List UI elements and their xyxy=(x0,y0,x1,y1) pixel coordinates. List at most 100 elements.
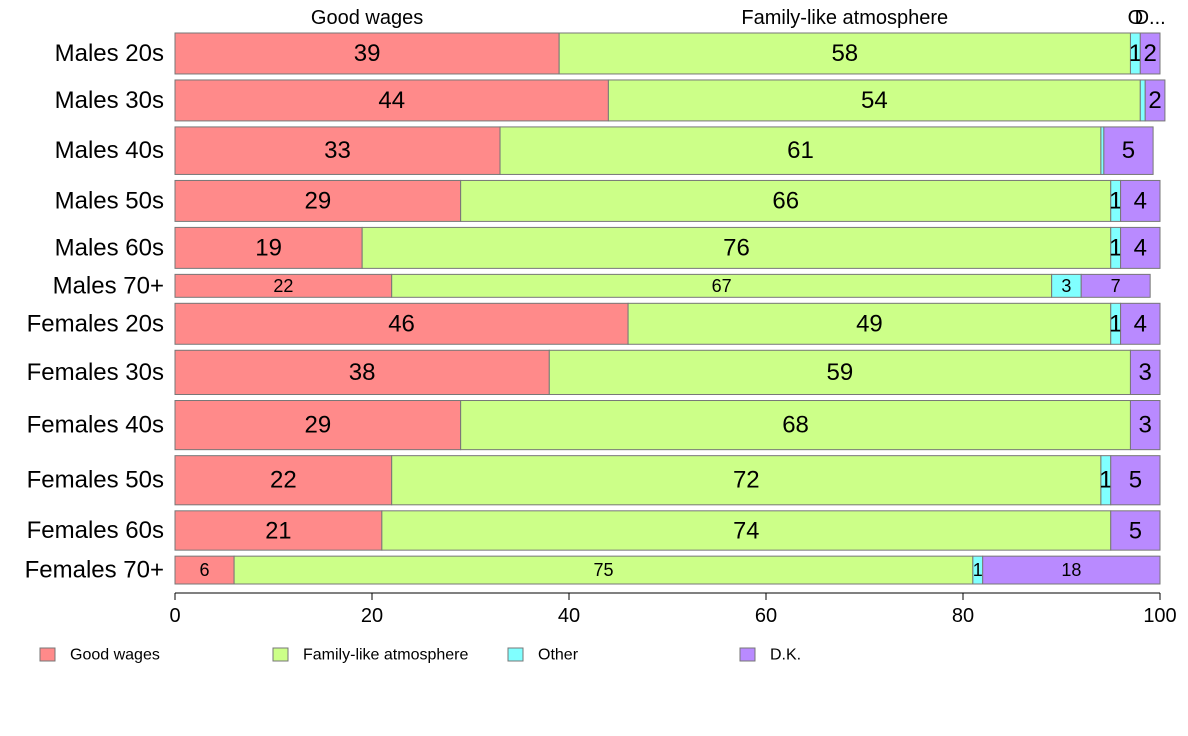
data-label: 33 xyxy=(324,137,351,164)
data-label: 5 xyxy=(1129,467,1142,494)
x-tick-label: 100 xyxy=(1143,605,1176,627)
bar-segment xyxy=(233,555,974,585)
bar-segment xyxy=(361,226,1112,269)
data-label: 18 xyxy=(1061,560,1081,580)
y-axis-labels: Males 20s Males 30s Males 40s Males 50s Male… xyxy=(25,40,164,584)
data-label: 7 xyxy=(1111,276,1121,296)
bar-segment xyxy=(1129,400,1161,451)
data-label: 72 xyxy=(733,467,760,494)
top-category-label: Family-like atmosphere xyxy=(741,7,948,29)
category-label: Females 40s xyxy=(27,412,164,439)
legend-label: Good wages xyxy=(70,647,160,664)
bar-segment xyxy=(174,126,501,175)
category-label: Males 60s xyxy=(55,234,164,261)
bars-area: 39 58 1 244 54 233 61 529 66 1 419 76 1 422 67 3 746 49 1 4… xyxy=(174,32,1166,585)
data-label: 1 xyxy=(1129,40,1142,67)
top-category-label: O xyxy=(1128,7,1144,29)
data-label: 29 xyxy=(304,187,331,214)
bar-segment xyxy=(1120,179,1161,222)
bar-segment xyxy=(627,302,1112,345)
data-label: 22 xyxy=(270,467,297,494)
category-label: Males 30s xyxy=(55,87,164,114)
legend-swatch xyxy=(272,647,289,662)
bar-segment xyxy=(1080,273,1151,298)
data-label: 61 xyxy=(787,137,814,164)
category-label: Females 20s xyxy=(27,310,164,337)
legend-label: Family-like atmosphere xyxy=(303,647,468,664)
bar-segment xyxy=(174,226,363,269)
data-label: 49 xyxy=(856,310,883,337)
data-label: 22 xyxy=(273,276,293,296)
bar-segment xyxy=(174,455,393,506)
bar-segment xyxy=(1139,32,1161,75)
bar-segment xyxy=(174,555,235,585)
data-label: 44 xyxy=(378,87,405,114)
bar-segment xyxy=(982,555,1161,585)
bar-segment xyxy=(1120,302,1161,345)
bar-segment xyxy=(174,349,550,396)
bar-segment xyxy=(174,510,383,551)
bar-segment xyxy=(174,302,629,345)
data-label: 1 xyxy=(973,560,983,580)
bar-segment xyxy=(174,400,462,451)
data-label: 21 xyxy=(265,517,291,543)
data-label: 4 xyxy=(1134,310,1147,337)
data-label: 2 xyxy=(1143,40,1156,67)
legend-swatch xyxy=(39,647,56,662)
data-label: 46 xyxy=(388,310,415,337)
data-label: 66 xyxy=(772,187,799,214)
bar-segment xyxy=(460,400,1131,451)
x-tick-label: 60 xyxy=(755,605,777,627)
bar-segment xyxy=(499,126,1102,175)
data-label: 3 xyxy=(1139,359,1152,386)
data-label: 54 xyxy=(861,87,888,114)
data-label: 67 xyxy=(712,276,732,296)
data-label: 2 xyxy=(1148,87,1161,114)
data-label: 74 xyxy=(733,517,759,543)
bar-segment xyxy=(1110,455,1161,506)
data-label: 1 xyxy=(1109,310,1122,337)
data-label: 4 xyxy=(1134,187,1147,214)
data-label: 1 xyxy=(1099,467,1112,494)
legend-swatch xyxy=(507,647,524,662)
top-category-label: D... xyxy=(1135,7,1166,29)
data-label: 75 xyxy=(593,560,613,580)
bar-segment xyxy=(1120,226,1161,269)
data-label: 39 xyxy=(354,40,381,67)
x-tick-label: 0 xyxy=(169,605,180,627)
bar-segment xyxy=(558,32,1131,75)
legend-label: Other xyxy=(538,647,579,664)
legend-label: D.K. xyxy=(770,647,801,664)
category-label: Males 70+ xyxy=(53,272,164,299)
bar-segment xyxy=(460,179,1112,222)
bar-segment xyxy=(1103,126,1154,175)
category-label: Females 50s xyxy=(27,467,164,494)
bar-segment xyxy=(1139,79,1146,122)
x-tick-label: 80 xyxy=(952,605,974,627)
category-label: Males 40s xyxy=(55,137,164,164)
data-label: 3 xyxy=(1061,276,1071,296)
bar-segment xyxy=(381,510,1112,551)
data-label: 58 xyxy=(831,40,858,67)
data-label: 4 xyxy=(1134,234,1147,261)
data-label: 5 xyxy=(1129,517,1142,543)
x-axis: 0 20 40 60 80 100 xyxy=(169,592,1177,627)
data-label: 1 xyxy=(1109,187,1122,214)
data-label: 68 xyxy=(782,412,809,439)
data-label: 6 xyxy=(200,560,210,580)
category-label: Females 70+ xyxy=(25,557,164,584)
data-label: 5 xyxy=(1122,137,1135,164)
data-label: 38 xyxy=(349,359,376,386)
bar-segment xyxy=(1144,79,1166,122)
data-label: 76 xyxy=(723,234,750,261)
legend-swatch xyxy=(739,647,756,662)
category-label: Females 60s xyxy=(27,517,164,544)
legend: Good wages Family-like atmosphere Other D.K… xyxy=(39,647,801,664)
bar-segment xyxy=(174,179,462,222)
data-label: 1 xyxy=(1109,234,1122,261)
x-tick-label: 20 xyxy=(361,605,383,627)
bar-segment xyxy=(1129,349,1161,396)
data-label: 3 xyxy=(1139,412,1152,439)
top-category-label: Good wages xyxy=(311,7,423,29)
